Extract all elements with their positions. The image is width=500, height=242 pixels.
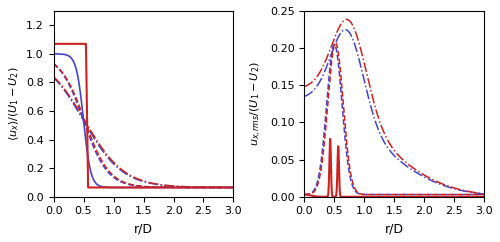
X-axis label: r/D: r/D bbox=[385, 222, 404, 235]
Y-axis label: $\langle u_x \rangle /(U_1 - U_2)$: $\langle u_x \rangle /(U_1 - U_2)$ bbox=[7, 67, 20, 141]
Y-axis label: $u_{x,rms}/(U_1 - U_2)$: $u_{x,rms}/(U_1 - U_2)$ bbox=[249, 61, 264, 146]
X-axis label: r/D: r/D bbox=[134, 222, 153, 235]
